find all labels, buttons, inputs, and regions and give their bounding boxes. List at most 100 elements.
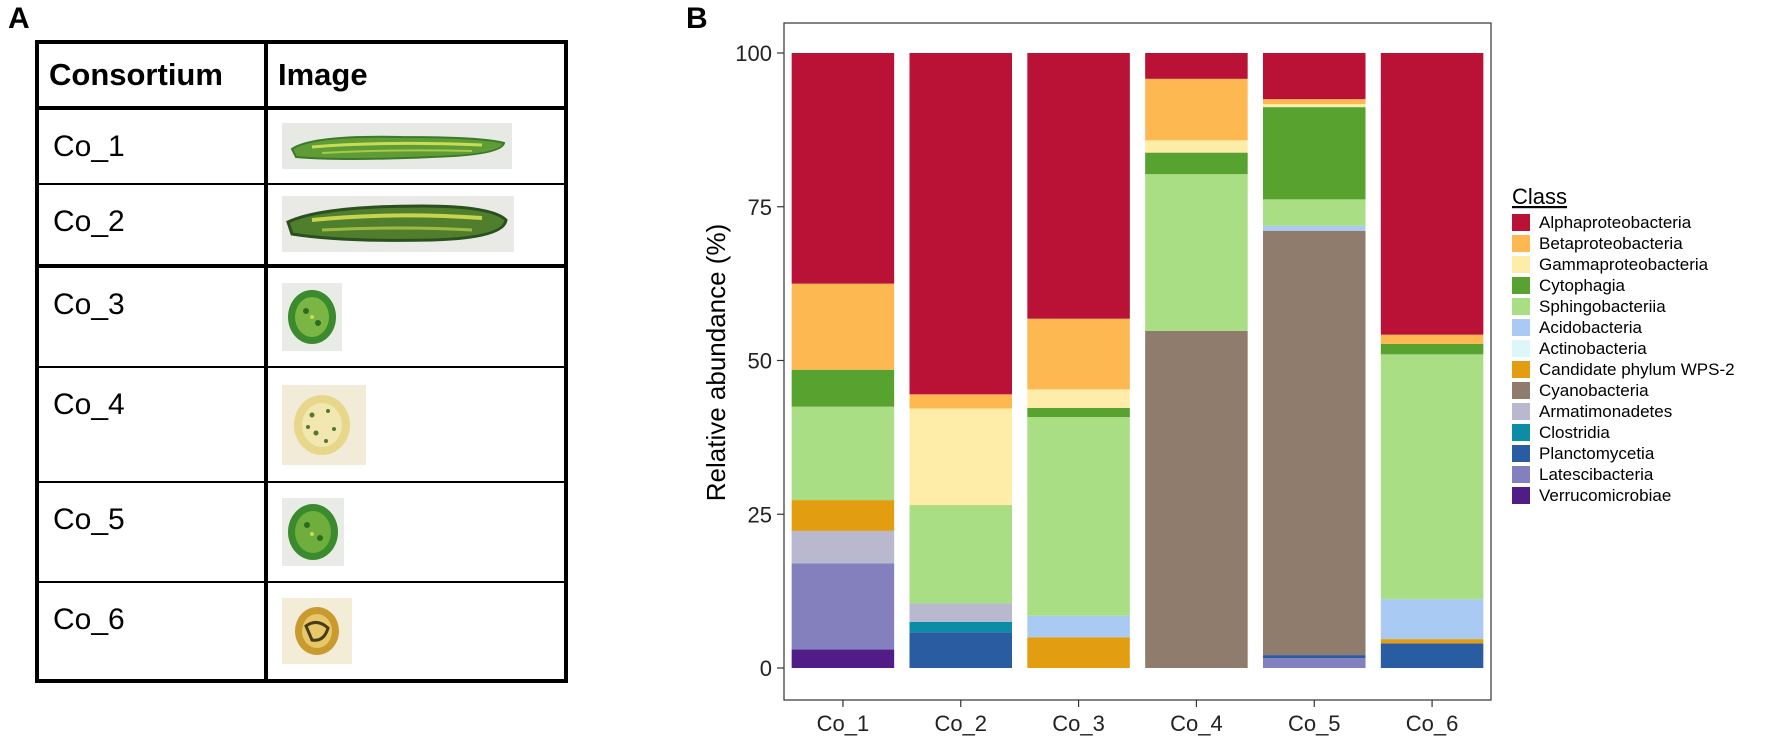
panel-label-a: A: [8, 2, 30, 35]
table-row: Co_1: [36, 107, 567, 185]
consortium-name: Co_6: [36, 580, 268, 683]
legend-entry: Sphingobacteriia: [1539, 297, 1666, 316]
legend-swatch: [1512, 340, 1530, 357]
bar-segment: [1145, 330, 1248, 668]
table-row: Co_4: [36, 366, 567, 484]
x-tick-label: Co_6: [1406, 711, 1459, 736]
bar-segment: [1145, 174, 1248, 331]
x-tick-label: Co_3: [1052, 711, 1105, 736]
bar-segment: [1262, 230, 1366, 656]
bar-segment: [1380, 343, 1484, 355]
legend-swatch: [1512, 487, 1530, 504]
elongated-thallus-image: [282, 123, 512, 170]
legend-swatch: [1512, 235, 1530, 252]
bar-segment: [791, 530, 895, 564]
bar-segment: [909, 632, 1013, 668]
bar-segment: [1262, 107, 1366, 200]
y-tick-label: 100: [735, 41, 772, 66]
bar-segment: [791, 406, 895, 501]
x-tick-label: Co_4: [1170, 711, 1223, 736]
bar-segment: [1145, 152, 1248, 175]
bar-segment: [1027, 637, 1130, 668]
round-colony-image: [282, 597, 352, 664]
bar-segment: [1262, 225, 1366, 231]
bar-segment: [909, 408, 1013, 506]
legend-entry: Alphaproteobacteria: [1539, 213, 1692, 232]
bar-segment: [1380, 599, 1484, 640]
legend-entry: Verrucomicrobiae: [1539, 486, 1671, 505]
legend-swatch: [1512, 445, 1530, 462]
legend-entry: Candidate phylum WPS-2: [1539, 360, 1735, 379]
consortium-image-cell: [265, 263, 567, 369]
legend-entry: Betaproteobacteria: [1539, 234, 1683, 253]
elongated-thallus-image: [282, 196, 514, 253]
consortium-name: Co_2: [36, 182, 268, 267]
consortium-image-cell: [265, 182, 567, 267]
bar-segment: [1027, 615, 1130, 638]
round-colony-image: [282, 384, 366, 465]
consortium-name: Co_1: [36, 107, 268, 185]
bar-segment: [1027, 417, 1130, 616]
table-row: Co_2: [36, 182, 567, 267]
legend-entry: Acidobacteria: [1539, 318, 1643, 337]
bar-segment: [1027, 53, 1130, 319]
legend-swatch: [1512, 214, 1530, 231]
bar-segment: [1380, 334, 1484, 344]
legend-entry: Latescibacteria: [1539, 465, 1654, 484]
legend-entry: Planctomycetia: [1539, 444, 1655, 463]
bar-segment: [791, 53, 895, 284]
y-tick-label: 50: [748, 349, 772, 374]
y-tick-label: 0: [760, 656, 772, 681]
header-image: Image: [265, 41, 567, 110]
legend-title: Class: [1512, 184, 1567, 209]
bar-segment: [1262, 655, 1366, 659]
round-colony-image: [282, 498, 344, 567]
consortium-name: Co_5: [36, 481, 268, 583]
bar-segment: [791, 283, 895, 370]
x-tick-label: Co_2: [934, 711, 987, 736]
bar-segment: [791, 563, 895, 650]
bar-segment: [791, 500, 895, 531]
legend-entry: Clostridia: [1539, 423, 1610, 442]
bar-segment: [1145, 140, 1248, 153]
bar-segment: [1262, 99, 1366, 105]
bar-segment: [1262, 53, 1366, 100]
legend-swatch: [1512, 361, 1530, 378]
bar-segment: [1380, 639, 1484, 644]
legend-swatch: [1512, 382, 1530, 399]
y-tick-label: 75: [748, 195, 772, 220]
consortium-name: Co_4: [36, 366, 268, 484]
table-row: Co_3: [36, 263, 567, 369]
x-tick-label: Co_5: [1288, 711, 1341, 736]
table-header-row: Consortium Image: [36, 41, 567, 110]
legend-entry: Armatimonadetes: [1539, 402, 1672, 421]
bar-segment: [909, 505, 1013, 604]
consortium-image-cell: [265, 481, 567, 583]
bar-segment: [1262, 199, 1366, 226]
table-row: Co_5: [36, 481, 567, 583]
consortium-table: Consortium Image Co_1 Co_2: [35, 40, 568, 683]
legend-swatch: [1512, 277, 1530, 294]
bar-segment: [1262, 658, 1366, 668]
consortium-image-cell: [265, 366, 567, 484]
plot-frame: [783, 22, 1492, 701]
bar-segment: [1145, 78, 1248, 141]
bar-segment: [1027, 318, 1130, 390]
legend-entry: Cyanobacteria: [1539, 381, 1649, 400]
legend-swatch: [1512, 466, 1530, 483]
round-colony-image: [282, 283, 342, 352]
bar-segment: [1380, 354, 1484, 600]
panel-label-b: B: [686, 2, 708, 35]
consortium-name: Co_3: [36, 263, 268, 369]
bar-segment: [909, 394, 1013, 409]
bar-segment: [909, 621, 1013, 633]
bar-segment: [1027, 389, 1130, 408]
bar-segment: [791, 369, 895, 407]
bar-segment: [791, 649, 895, 668]
table-row: Co_6: [36, 580, 567, 683]
x-tick-label: Co_1: [817, 711, 870, 736]
bar-segment: [1145, 53, 1248, 79]
y-tick-label: 25: [748, 502, 772, 527]
legend-entry: Actinobacteria: [1539, 339, 1647, 358]
